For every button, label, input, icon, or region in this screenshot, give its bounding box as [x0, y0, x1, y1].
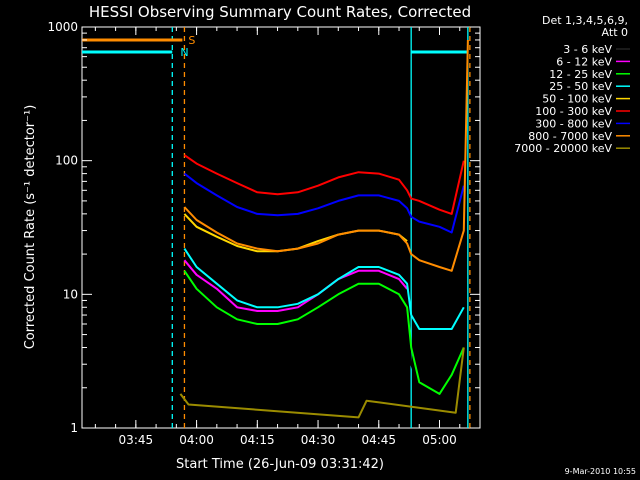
series-line-2 [183, 259, 408, 312]
vertical-markers [171, 27, 471, 428]
y-tick-label: 1 [70, 421, 78, 435]
x-tick-label: 04:30 [301, 433, 336, 447]
series-line-7 [183, 172, 465, 234]
plot-border [81, 26, 481, 429]
x-tick-label: 04:00 [179, 433, 214, 447]
y-tick-label: 1000 [47, 20, 78, 34]
legend-label-7: 300 - 800 keV [535, 117, 612, 130]
legend-label-3: 12 - 25 keV [549, 68, 612, 81]
legend-label-4: 25 - 50 keV [549, 80, 612, 93]
y-tick-label: 10 [63, 287, 78, 301]
x-tick-label: 05:00 [422, 433, 457, 447]
y-axis-label: Corrected Count Rate (s⁻¹ detector⁻¹) [23, 105, 38, 350]
interval-bars [82, 38, 468, 54]
legend-label-5: 50 - 100 keV [542, 93, 612, 106]
series-line-4 [183, 248, 465, 330]
legend-label-6: 100 - 300 keV [535, 105, 612, 118]
legend-header-1: Det 1,3,4,5,6,9, [542, 14, 628, 27]
series-line-8 [183, 39, 469, 272]
legend-label-9: 7000 - 20000 keV [514, 142, 612, 155]
x-tick-label: 04:15 [240, 433, 275, 447]
series-line-9 [179, 347, 465, 419]
chart-title: HESSI Observing Summary Count Rates, Cor… [89, 3, 471, 21]
data-series [179, 39, 469, 419]
series-line-3 [183, 270, 465, 395]
plot-frame [81, 26, 481, 429]
axes: 03:45 04:00 04:15 04:30 04:45 05:00 1 10 100 1000 [47, 20, 481, 447]
series-line-6 [183, 154, 465, 215]
legend-label-1: 3 - 6 keV [563, 43, 612, 56]
annotation-n: N [180, 46, 188, 59]
x-axis-label: Start Time (26-Jun-09 03:31:42) [176, 457, 384, 472]
x-tick-label: 04:45 [361, 433, 396, 447]
series-line-1 [183, 266, 465, 395]
x-tick-label: 03:45 [119, 433, 154, 447]
legend-header-2: Att 0 [602, 26, 628, 39]
annotation-s: S [188, 34, 195, 47]
y-tick-label: 100 [55, 154, 78, 168]
date-stamp: 9-Mar-2010 10:55 [565, 467, 636, 476]
legend-label-2: 6 - 12 keV [556, 55, 612, 68]
annotations: SN [180, 34, 195, 59]
legend-label-8: 800 - 7000 keV [528, 130, 612, 143]
